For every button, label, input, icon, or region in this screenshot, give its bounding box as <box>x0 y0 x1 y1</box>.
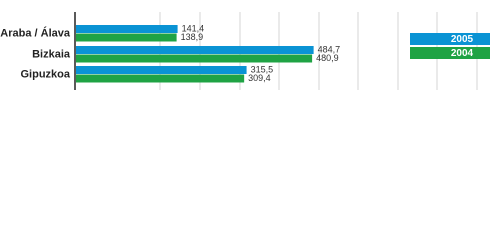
legend-swatch <box>410 47 490 59</box>
legend-label: 2005 <box>451 34 474 45</box>
legend-swatch <box>410 33 490 45</box>
bar <box>76 46 314 54</box>
bar <box>76 74 245 83</box>
legend-label: 2004 <box>451 48 474 59</box>
bar <box>76 66 247 74</box>
category-label: Bizkaia <box>32 48 71 60</box>
value-label: 141,4 <box>182 24 205 34</box>
bar <box>76 25 178 33</box>
bar <box>76 33 177 42</box>
value-label: 309,4 <box>248 73 271 83</box>
value-label: 138,9 <box>181 32 204 42</box>
value-label: 315,5 <box>251 65 274 75</box>
bar <box>76 54 313 63</box>
category-label: Gipuzkoa <box>20 68 70 80</box>
value-label: 484,7 <box>318 45 341 55</box>
value-label: 480,9 <box>316 53 339 63</box>
category-label: Araba / Álava <box>0 26 71 39</box>
